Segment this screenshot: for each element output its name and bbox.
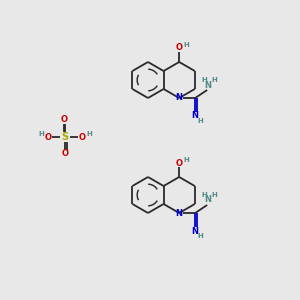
Text: O: O: [79, 133, 86, 142]
Text: O: O: [44, 133, 52, 142]
Text: N: N: [176, 94, 183, 103]
Text: N: N: [176, 208, 183, 217]
Text: N: N: [192, 226, 199, 236]
Text: H: H: [201, 192, 207, 198]
Text: O: O: [176, 44, 183, 52]
Text: H: H: [197, 233, 203, 239]
Text: H: H: [86, 131, 92, 137]
Text: N: N: [192, 112, 199, 121]
Text: H: H: [197, 118, 203, 124]
Text: O: O: [61, 116, 68, 124]
Text: H: H: [211, 192, 217, 198]
Text: O: O: [176, 158, 183, 167]
Text: O: O: [62, 149, 69, 158]
Text: N: N: [205, 80, 212, 89]
Text: H: H: [201, 77, 207, 83]
Text: N: N: [205, 196, 212, 205]
Text: H: H: [211, 77, 217, 83]
Text: H: H: [183, 157, 189, 163]
Text: H: H: [183, 42, 189, 48]
Text: S: S: [61, 132, 69, 142]
Text: H: H: [38, 131, 44, 137]
